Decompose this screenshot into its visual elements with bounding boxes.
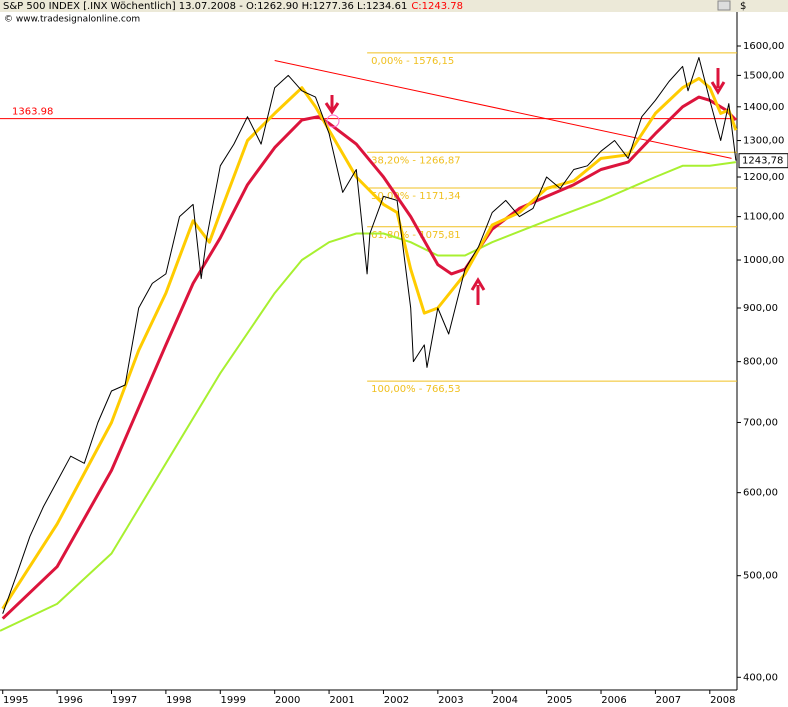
x-tick-label: 1997 bbox=[112, 695, 137, 706]
fib-label: 100,00% - 766,53 bbox=[371, 384, 460, 395]
fib-label: 50,00% - 1171,34 bbox=[371, 191, 460, 202]
x-tick-label: 2008 bbox=[710, 695, 735, 706]
arrow-down bbox=[324, 95, 340, 115]
x-tick-label: 2004 bbox=[493, 695, 518, 706]
y-tick-label: 1300,00 bbox=[743, 136, 784, 147]
y-tick-label: 400,00 bbox=[743, 672, 778, 683]
series-line bbox=[1, 95, 737, 620]
y-tick-label: 900,00 bbox=[743, 303, 778, 314]
window-button[interactable] bbox=[717, 0, 731, 11]
y-tick-label: 1000,00 bbox=[743, 255, 784, 266]
arrow-down bbox=[710, 68, 726, 95]
close-label: C:1243.78 bbox=[411, 1, 463, 12]
x-tick-label: 2000 bbox=[275, 695, 300, 706]
y-tick-label: 1200,00 bbox=[743, 172, 784, 183]
x-tick-label: 2001 bbox=[329, 695, 354, 706]
series-line bbox=[0, 161, 737, 632]
y-tick-label: 500,00 bbox=[743, 571, 778, 582]
last-price-label: 1243,78 bbox=[742, 156, 783, 167]
y-tick-label: 1400,00 bbox=[743, 102, 784, 113]
last-price-box bbox=[738, 153, 788, 169]
chart-title: S&P 500 INDEX [.INX Wöchentlich] 13.07.2… bbox=[3, 1, 407, 12]
header-bar bbox=[0, 0, 788, 12]
chart-subtitle: © www.tradesignalonline.com bbox=[4, 15, 140, 25]
plot-area: 0,00% - 1576,15 38,20% - 1266,87 50,00% - … bbox=[0, 52, 738, 632]
x-tick-label: 1999 bbox=[221, 695, 246, 706]
series-line bbox=[1, 76, 738, 610]
y-tick-label: 700,00 bbox=[743, 417, 778, 428]
y-tick-label: 600,00 bbox=[743, 488, 778, 499]
trendline bbox=[274, 59, 732, 159]
y-tick-label: 800,00 bbox=[743, 357, 778, 368]
currency-label: $ bbox=[740, 1, 746, 12]
annotations bbox=[324, 68, 726, 305]
x-tick-label: 2005 bbox=[547, 695, 572, 706]
fib-label: 38,20% - 1266,87 bbox=[371, 155, 460, 166]
y-tick-label: 1500,00 bbox=[743, 70, 784, 81]
x-tick-label: 2002 bbox=[384, 695, 409, 706]
x-tick-label: 1996 bbox=[57, 695, 82, 706]
y-tick-label: 1100,00 bbox=[743, 212, 784, 223]
marker-circle bbox=[326, 114, 340, 128]
x-tick-label: 2006 bbox=[601, 695, 626, 706]
fib-label: 0,00% - 1576,15 bbox=[371, 56, 454, 67]
x-tick-label: 1995 bbox=[3, 695, 28, 706]
horizontal-line-label: 1363.98 bbox=[12, 107, 53, 118]
series-line bbox=[2, 57, 737, 614]
arrow-up bbox=[470, 277, 486, 305]
x-tick-label: 2003 bbox=[438, 695, 463, 706]
x-tick-label: 2007 bbox=[656, 695, 681, 706]
y-tick-label: 1600,00 bbox=[743, 41, 784, 52]
fib-label: 61,80% - 1075,81 bbox=[371, 230, 460, 241]
x-tick-label: 1998 bbox=[166, 695, 191, 706]
